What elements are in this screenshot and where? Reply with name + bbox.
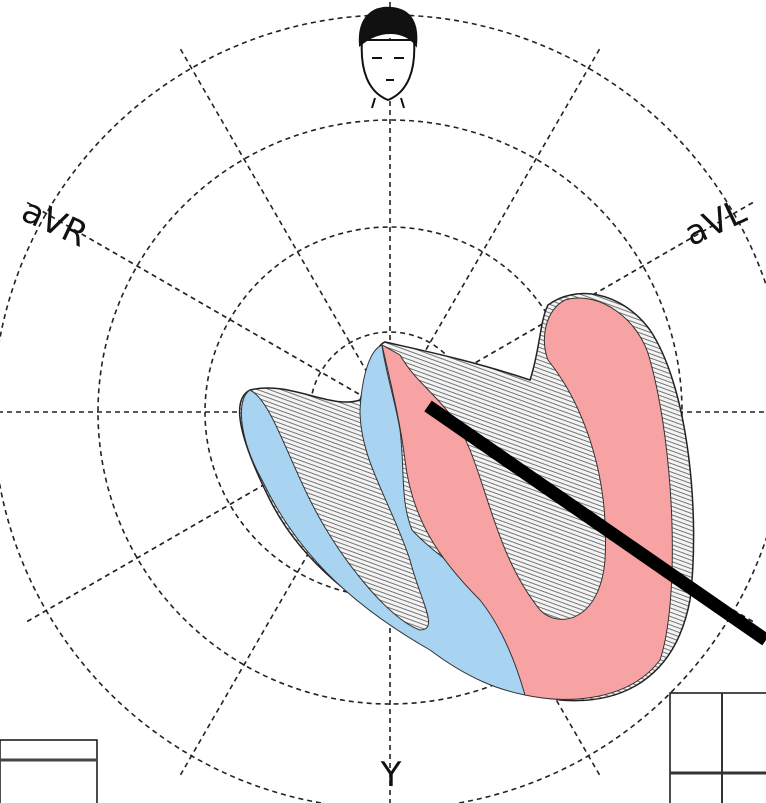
- electrical-axis: [424, 400, 766, 646]
- corner-box: [669, 692, 766, 803]
- head-icon: [358, 6, 418, 109]
- radial-line: [179, 47, 391, 413]
- radial-line: [389, 47, 601, 413]
- radial-line: [179, 411, 391, 777]
- radial-line: [25, 201, 391, 413]
- lead-label: Y: [380, 755, 402, 795]
- radial-line: [25, 411, 391, 623]
- corner-box: [0, 739, 98, 803]
- lead-label: aVL: [678, 192, 752, 255]
- heart: [238, 292, 695, 702]
- lead-label: aVR: [16, 191, 94, 256]
